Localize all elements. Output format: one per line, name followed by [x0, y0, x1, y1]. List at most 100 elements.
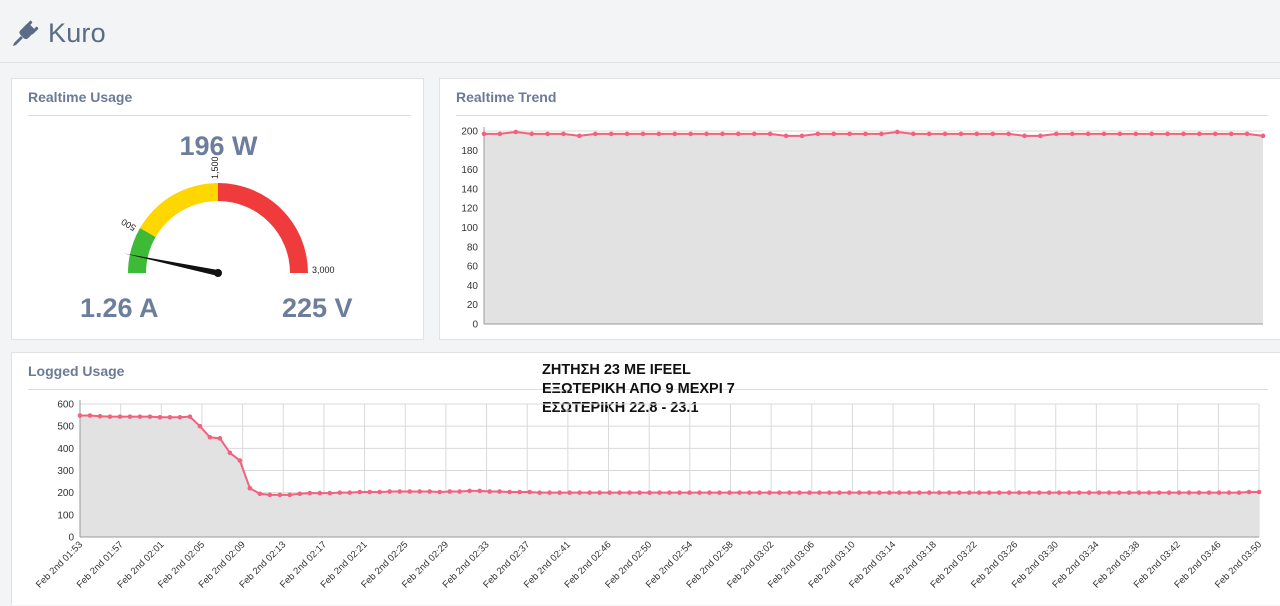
- gauge-band: [140, 183, 218, 237]
- data-point: [561, 131, 566, 137]
- data-point: [297, 491, 303, 497]
- data-point: [97, 413, 103, 419]
- data-point: [367, 489, 373, 495]
- data-point: [247, 485, 253, 491]
- brand[interactable]: Kuro: [10, 16, 106, 50]
- data-point: [607, 490, 612, 495]
- data-point: [857, 490, 862, 495]
- y-tick-label: 400: [57, 444, 74, 455]
- data-point: [497, 131, 503, 137]
- data-point: [767, 490, 772, 495]
- data-point: [1096, 490, 1102, 495]
- data-point: [357, 489, 363, 495]
- data-point: [688, 131, 693, 137]
- panel-title: Realtime Trend: [456, 89, 557, 105]
- realtime-trend-panel: Realtime Trend 0 20 40 60 80 100 120 140 160 180 2…: [439, 78, 1280, 340]
- gauge-tick-label: 500: [120, 217, 138, 233]
- data-point: [863, 131, 868, 137]
- data-point: [377, 489, 383, 495]
- data-point: [387, 489, 393, 494]
- data-point: [747, 490, 752, 495]
- data-point: [257, 491, 263, 497]
- data-point: [217, 436, 223, 441]
- voltage-value: 225 V: [282, 293, 353, 323]
- gauge-tick-label: 1,500: [210, 156, 220, 179]
- data-point: [407, 489, 413, 494]
- data-point: [815, 131, 821, 137]
- y-tick-label: 140: [461, 184, 478, 195]
- data-point: [1206, 490, 1212, 495]
- data-point: [513, 129, 519, 135]
- data-point: [990, 131, 996, 137]
- data-point: [1101, 131, 1107, 137]
- y-tick-label: 20: [467, 300, 479, 311]
- data-point: [1085, 131, 1091, 137]
- data-point: [557, 490, 562, 495]
- data-point: [397, 489, 403, 494]
- data-point: [720, 131, 725, 137]
- data-point: [207, 434, 213, 440]
- y-tick-label: 200: [57, 488, 74, 499]
- data-point: [787, 490, 792, 495]
- note-line: ΖΗΤΗΣΗ 23 ΜΕ IFEEL: [542, 362, 691, 378]
- data-point: [1166, 490, 1172, 495]
- data-point: [1196, 490, 1202, 495]
- data-point: [545, 131, 550, 137]
- data-point: [307, 490, 313, 496]
- data-point: [910, 131, 916, 137]
- data-point: [537, 490, 542, 495]
- y-tick-label: 0: [472, 320, 478, 331]
- data-point: [447, 489, 452, 494]
- y-tick-label: 180: [461, 146, 478, 157]
- data-point: [777, 490, 782, 495]
- data-point: [1246, 489, 1252, 495]
- y-tick-label: 120: [461, 204, 478, 215]
- data-point: [1136, 490, 1142, 495]
- data-point: [77, 413, 83, 418]
- data-point: [847, 490, 852, 495]
- data-point: [717, 490, 722, 495]
- app-title: Kuro: [48, 17, 106, 48]
- gauge-tick-label: 3,000: [312, 265, 335, 275]
- divider: [28, 115, 411, 116]
- data-point: [1066, 490, 1072, 495]
- data-point: [887, 490, 892, 495]
- data-point: [956, 490, 962, 495]
- data-point: [946, 490, 952, 495]
- app-header: Kuro: [0, 0, 1280, 63]
- data-point: [677, 490, 682, 495]
- data-point: [547, 490, 552, 495]
- data-point: [627, 490, 632, 495]
- gauge-band: [218, 183, 308, 273]
- data-point: [497, 489, 502, 494]
- trend-chart: 0 20 40 60 80 100 120 140 160 180 200: [461, 127, 1266, 331]
- data-point: [467, 488, 472, 494]
- panel-title: Realtime Usage: [28, 89, 133, 105]
- data-point: [1116, 490, 1122, 495]
- data-point: [831, 131, 837, 137]
- data-point: [767, 131, 773, 137]
- y-tick-label: 160: [461, 165, 478, 176]
- data-point: [87, 413, 93, 418]
- data-point: [1260, 133, 1266, 139]
- data-point: [640, 131, 646, 137]
- data-point: [577, 490, 582, 495]
- data-point: [1069, 131, 1075, 137]
- data-point: [487, 489, 492, 494]
- data-point: [127, 414, 133, 419]
- y-tick-label: 500: [57, 422, 74, 433]
- y-tick-label: 200: [461, 127, 478, 138]
- data-point: [687, 490, 692, 495]
- data-point: [477, 488, 482, 494]
- data-point: [507, 489, 512, 495]
- y-tick-label: 80: [467, 242, 479, 253]
- data-point: [895, 129, 900, 135]
- data-point: [587, 490, 592, 495]
- series-line: [484, 130, 1264, 137]
- area-fill: [80, 415, 1259, 537]
- data-point: [1213, 131, 1218, 137]
- current-value: 1.26 A: [80, 293, 159, 323]
- data-point: [1056, 490, 1062, 495]
- data-point: [783, 133, 789, 139]
- data-point: [197, 423, 203, 429]
